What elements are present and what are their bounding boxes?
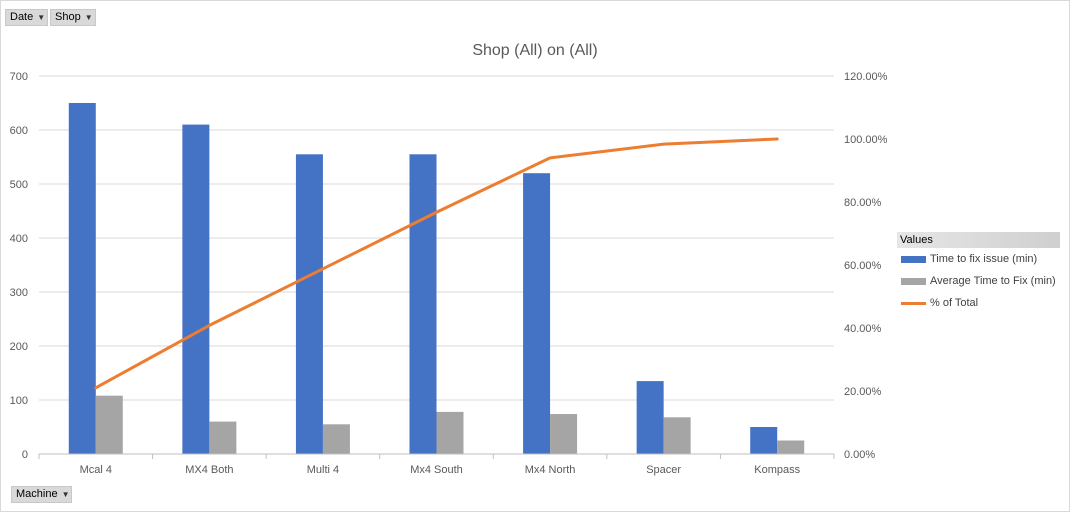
- bar-average-time: [209, 421, 237, 454]
- bar-time-to-fix: [409, 154, 437, 455]
- x-tick-label: Mx4 North: [525, 464, 576, 476]
- legend-swatch-percent: [901, 301, 926, 305]
- bar-average-time: [550, 414, 578, 454]
- bar-average-time: [322, 424, 350, 454]
- bar-average-time: [436, 411, 464, 454]
- y2-tick-label: 40.00%: [844, 323, 882, 335]
- bar-average-time: [663, 417, 691, 454]
- y-tick-label: 400: [10, 233, 28, 245]
- dropdown-arrow-icon: ▼: [84, 13, 93, 22]
- y-tick-label: 500: [10, 179, 28, 191]
- percent-line: [94, 137, 779, 390]
- machine-axis-label: Machine: [16, 488, 58, 500]
- y2-tick-label: 20.00%: [844, 386, 882, 398]
- y2-tick-label: 120.00%: [844, 71, 888, 83]
- y-tick-label: 0: [22, 449, 28, 461]
- y-tick-label: 600: [10, 125, 28, 137]
- bar-time-to-fix: [636, 381, 664, 454]
- x-tick-label: Spacer: [646, 464, 681, 476]
- y2-tick-label: 100.00%: [844, 134, 888, 146]
- bar-time-to-fix: [750, 427, 778, 454]
- y-tick-label: 200: [10, 341, 28, 353]
- legend-item-time[interactable]: Time to fix issue (min): [897, 248, 1060, 270]
- legend-label-time: Time to fix issue (min): [930, 253, 1038, 265]
- legend-header: Values: [897, 232, 1060, 248]
- y2-tick-label: 80.00%: [844, 197, 882, 209]
- x-tick-label: Multi 4: [307, 464, 339, 476]
- bar-average-time: [777, 440, 805, 454]
- legend-swatch-average: [901, 277, 926, 285]
- legend-label-average: Average Time to Fix (min): [930, 275, 1056, 287]
- legend: Values Time to fix issue (min) Average T…: [897, 232, 1060, 314]
- dropdown-arrow-icon: ▼: [61, 490, 70, 499]
- legend-label-percent: % of Total: [930, 297, 979, 309]
- legend-item-average[interactable]: Average Time to Fix (min): [897, 270, 1060, 292]
- x-tick-label: MX4 Both: [185, 464, 233, 476]
- y2-tick-label: 60.00%: [844, 260, 882, 272]
- axes: 0 100 200 300 400 500 600 700 0.00% 20.00% 40.00% 6…: [10, 71, 888, 476]
- bar-time-to-fix: [523, 173, 551, 454]
- y2-tick-label: 0.00%: [844, 449, 875, 461]
- x-tick-label: Mx4 South: [410, 464, 463, 476]
- date-filter-button[interactable]: Date ▼: [5, 9, 48, 26]
- bars: [68, 103, 805, 455]
- y-tick-label: 100: [10, 395, 28, 407]
- x-tick-label: Kompass: [754, 464, 800, 476]
- bar-time-to-fix: [68, 103, 96, 454]
- shop-filter-label: Shop: [55, 11, 81, 23]
- machine-axis-button[interactable]: Machine ▼: [11, 486, 72, 503]
- bar-time-to-fix: [182, 124, 210, 454]
- shop-filter-button[interactable]: Shop ▼: [50, 9, 96, 26]
- x-tick-label: Mcal 4: [80, 464, 112, 476]
- dropdown-arrow-icon: ▼: [37, 13, 46, 22]
- bar-average-time: [95, 395, 123, 454]
- chart-title: Shop (All) on (All): [472, 42, 597, 59]
- y-tick-label: 300: [10, 287, 28, 299]
- legend-item-percent[interactable]: % of Total: [897, 292, 1060, 314]
- bar-time-to-fix: [295, 154, 323, 455]
- y-tick-label: 700: [10, 71, 28, 83]
- legend-swatch-time: [901, 255, 926, 263]
- date-filter-label: Date: [10, 11, 34, 23]
